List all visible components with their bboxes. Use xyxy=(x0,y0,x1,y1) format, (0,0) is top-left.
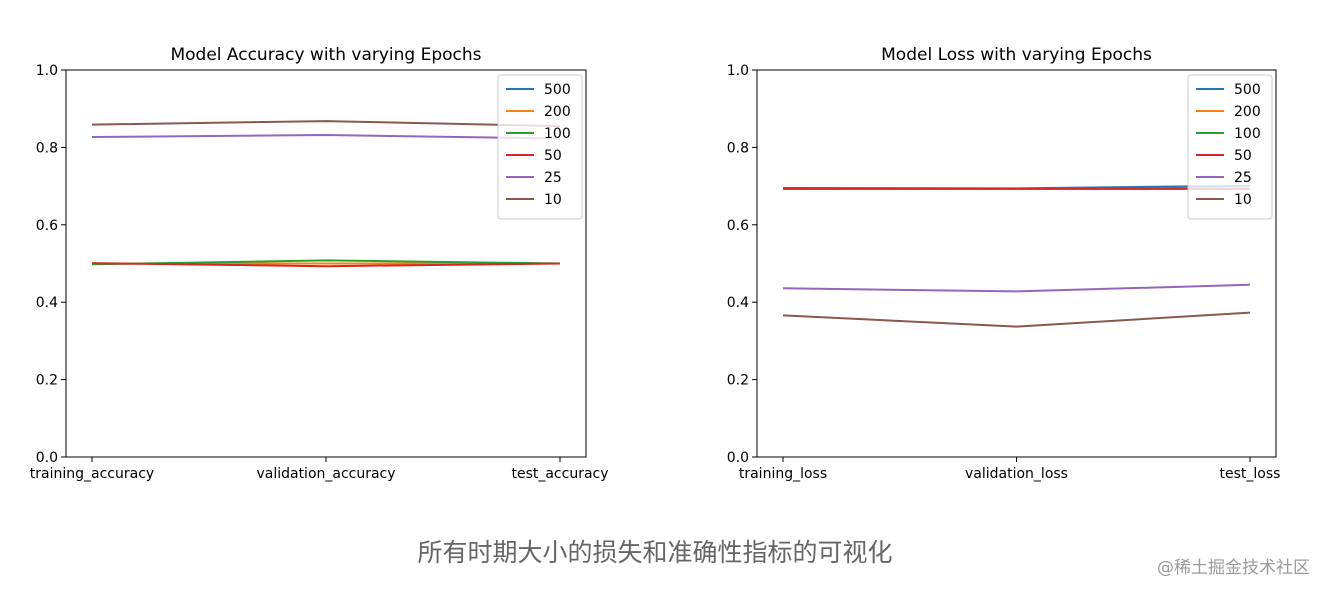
y-tick-label: 1.0 xyxy=(727,63,749,79)
y-tick-label: 0.8 xyxy=(727,140,749,156)
series-line-50 xyxy=(91,262,561,268)
y-tick-label: 0.6 xyxy=(36,218,58,234)
legend-label: 10 xyxy=(1234,192,1252,208)
x-tick-label: test_loss xyxy=(1220,466,1281,482)
legend-label: 25 xyxy=(1234,170,1252,186)
x-tick-label: training_loss xyxy=(739,466,827,482)
legend-label: 50 xyxy=(1234,148,1252,164)
series-line-100 xyxy=(91,259,561,266)
y-tick-label: 1.0 xyxy=(36,63,58,79)
legend-label: 200 xyxy=(1234,104,1261,120)
plot-frame xyxy=(65,69,587,458)
y-tick-label: 0.4 xyxy=(36,295,58,311)
series-line-10 xyxy=(91,120,561,128)
y-tick-label: 0.2 xyxy=(727,373,749,389)
x-tick-label: test_accuracy xyxy=(511,466,608,482)
x-tick-label: training_accuracy xyxy=(30,466,154,482)
y-tick-label: 0.4 xyxy=(727,295,749,311)
y-tick-label: 0.2 xyxy=(36,373,58,389)
legend-label: 500 xyxy=(544,82,571,98)
plot-frame xyxy=(756,69,1277,458)
legend-label: 500 xyxy=(1234,82,1261,98)
chart-loss: Model Loss with varying Epochs 0.0 0.2 0.4 0… xyxy=(727,45,1281,482)
x-tick-label: validation_accuracy xyxy=(256,466,395,482)
series-line-10 xyxy=(782,311,1251,328)
chart-accuracy: Model Accuracy with varying Epochs 0.0 0.2… xyxy=(30,45,609,482)
figure-caption: 所有时期大小的损失和准确性指标的可视化 xyxy=(417,538,893,567)
series-line-25 xyxy=(91,134,561,140)
chart-title: Model Accuracy with varying Epochs xyxy=(170,45,481,65)
legend-label: 25 xyxy=(544,170,562,186)
x-tick-label: validation_loss xyxy=(965,466,1068,482)
legend: 500 200 100 50 25 10 xyxy=(1187,74,1273,220)
legend-label: 50 xyxy=(544,148,562,164)
legend-label: 10 xyxy=(544,192,562,208)
y-tick-label: 0.0 xyxy=(36,450,58,466)
y-tick-label: 0.6 xyxy=(727,218,749,234)
legend-label: 100 xyxy=(544,126,571,142)
legend-label: 100 xyxy=(1234,126,1261,142)
legend: 500 200 100 50 25 10 xyxy=(497,74,583,220)
charts-canvas: Model Accuracy with varying Epochs 0.0 0.2… xyxy=(30,45,1281,482)
chart-title: Model Loss with varying Epochs xyxy=(881,45,1152,65)
y-tick-label: 0.0 xyxy=(727,450,749,466)
legend-label: 200 xyxy=(544,104,571,120)
series-line-25 xyxy=(782,283,1251,293)
y-tick-label: 0.8 xyxy=(36,140,58,156)
watermark: @稀土掘金技术社区 xyxy=(1157,558,1310,578)
